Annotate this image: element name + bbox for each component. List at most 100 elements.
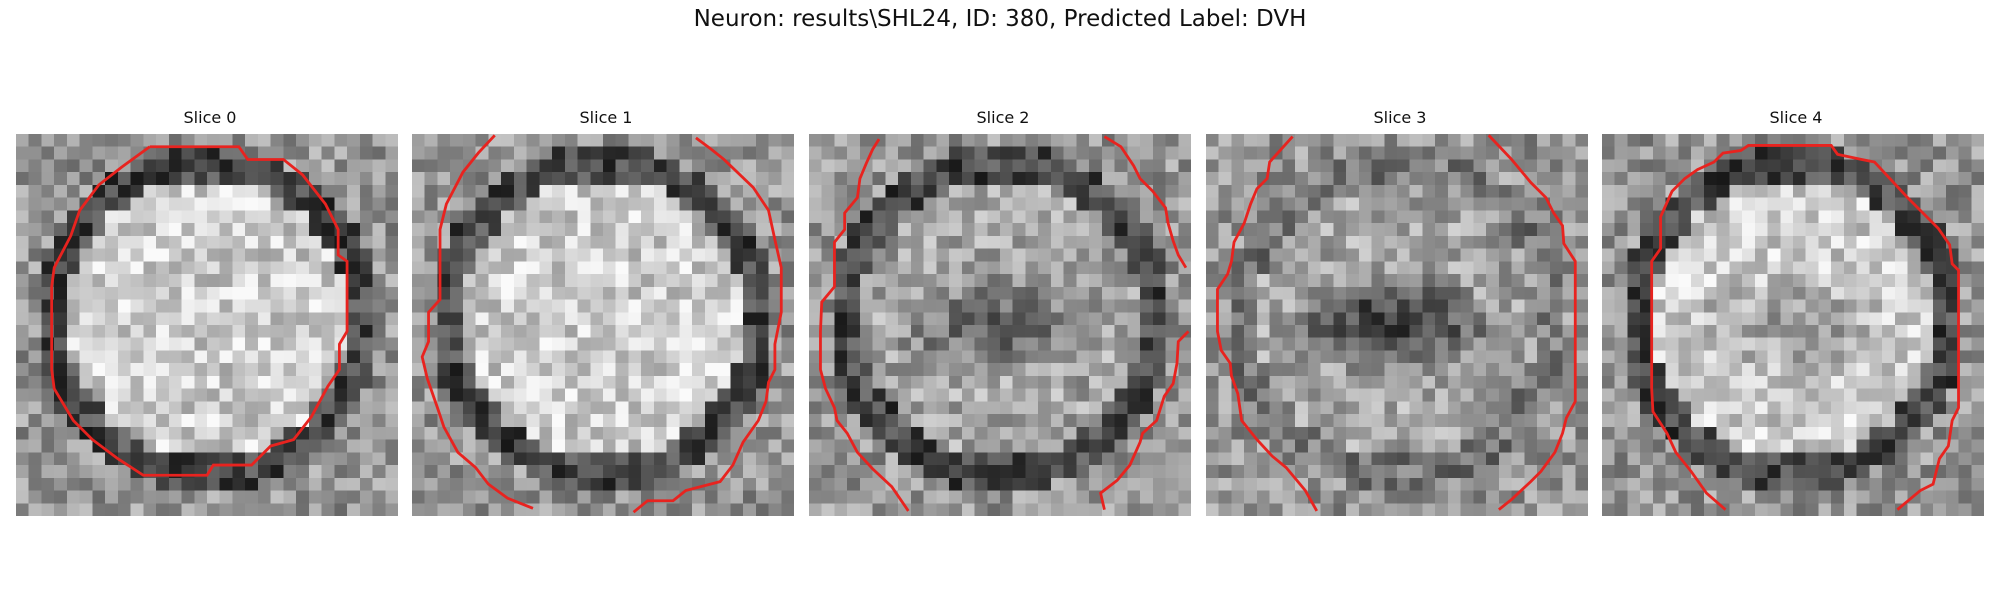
image-pixel bbox=[1447, 286, 1461, 300]
image-pixel bbox=[1178, 465, 1191, 479]
image-pixel bbox=[653, 223, 667, 237]
image-pixel bbox=[117, 210, 131, 224]
image-pixel bbox=[1025, 299, 1039, 313]
image-pixel bbox=[1063, 490, 1077, 504]
image-pixel bbox=[974, 426, 988, 440]
image-pixel bbox=[1256, 223, 1270, 237]
image-pixel bbox=[1920, 134, 1934, 147]
image-pixel bbox=[219, 286, 233, 300]
image-pixel bbox=[961, 159, 975, 173]
image-pixel bbox=[1282, 363, 1296, 377]
image-pixel bbox=[898, 159, 912, 173]
image-pixel bbox=[1063, 375, 1077, 389]
image-pixel bbox=[450, 159, 464, 173]
image-pixel bbox=[1831, 490, 1845, 504]
image-pixel bbox=[156, 197, 170, 211]
image-pixel bbox=[641, 184, 655, 198]
image-pixel bbox=[1627, 172, 1641, 186]
image-pixel bbox=[847, 465, 861, 479]
image-pixel bbox=[1307, 159, 1321, 173]
image-pixel bbox=[168, 337, 182, 351]
image-pixel bbox=[54, 350, 68, 364]
image-pixel bbox=[1549, 248, 1563, 262]
image-pixel bbox=[1114, 159, 1128, 173]
image-pixel bbox=[1447, 299, 1461, 313]
image-pixel bbox=[359, 401, 373, 415]
image-pixel bbox=[1767, 235, 1781, 249]
image-pixel bbox=[245, 401, 259, 415]
image-pixel bbox=[1780, 375, 1794, 389]
image-pixel bbox=[219, 197, 233, 211]
image-pixel bbox=[910, 146, 924, 160]
image-pixel bbox=[679, 452, 693, 466]
image-pixel bbox=[117, 388, 131, 402]
image-pixel bbox=[666, 184, 680, 198]
image-pixel bbox=[1805, 388, 1819, 402]
image-pixel bbox=[1256, 184, 1270, 198]
image-pixel bbox=[219, 146, 233, 160]
image-pixel bbox=[1333, 388, 1347, 402]
image-pixel bbox=[1333, 375, 1347, 389]
image-pixel bbox=[628, 388, 642, 402]
image-pixel bbox=[1958, 350, 1972, 364]
image-pixel bbox=[1805, 452, 1819, 466]
image-pixel bbox=[1703, 426, 1717, 440]
image-pixel bbox=[1435, 490, 1449, 504]
image-pixel bbox=[730, 184, 744, 198]
image-pixel bbox=[603, 337, 616, 351]
image-pixel bbox=[462, 223, 476, 237]
image-pixel bbox=[321, 223, 335, 237]
image-pixel bbox=[872, 197, 886, 211]
image-pixel bbox=[603, 274, 616, 288]
image-pixel bbox=[194, 401, 208, 415]
image-pixel bbox=[1460, 375, 1474, 389]
image-pixel bbox=[1435, 414, 1449, 428]
image-pixel bbox=[539, 477, 553, 491]
image-pixel bbox=[1703, 503, 1717, 516]
image-pixel bbox=[526, 261, 540, 275]
image-pixel bbox=[1882, 388, 1896, 402]
image-pixel bbox=[1486, 159, 1500, 173]
image-pixel bbox=[1691, 363, 1705, 377]
image-pixel bbox=[1101, 325, 1115, 338]
image-pixel bbox=[1511, 223, 1525, 237]
image-pixel bbox=[1958, 223, 1972, 237]
image-pixel bbox=[987, 337, 1001, 351]
image-pixel bbox=[974, 312, 988, 326]
image-pixel bbox=[1447, 414, 1461, 428]
image-pixel bbox=[1333, 490, 1347, 504]
image-pixel bbox=[1038, 452, 1052, 466]
image-pixel bbox=[653, 286, 667, 300]
image-pixel bbox=[987, 134, 1001, 147]
image-pixel bbox=[526, 274, 540, 288]
image-pixel bbox=[847, 210, 861, 224]
image-pixel bbox=[1933, 350, 1947, 364]
image-pixel bbox=[1320, 248, 1334, 262]
image-pixel bbox=[1409, 146, 1423, 160]
image-pixel bbox=[424, 274, 438, 288]
image-pixel bbox=[232, 210, 246, 224]
image-pixel bbox=[552, 261, 566, 275]
image-pixel bbox=[181, 248, 195, 262]
image-pixel bbox=[1114, 490, 1128, 504]
image-pixel bbox=[1358, 172, 1372, 186]
image-pixel bbox=[1050, 375, 1064, 389]
image-pixel bbox=[1958, 452, 1972, 466]
image-pixel bbox=[1665, 223, 1679, 237]
image-pixel bbox=[79, 159, 93, 173]
image-pixel bbox=[1907, 286, 1921, 300]
image-pixel bbox=[1907, 299, 1921, 313]
image-pixel bbox=[1178, 388, 1191, 402]
image-pixel bbox=[1498, 261, 1512, 275]
image-pixel bbox=[245, 363, 259, 377]
image-pixel bbox=[1371, 299, 1385, 313]
image-pixel bbox=[1397, 172, 1410, 186]
image-pixel bbox=[168, 325, 182, 338]
image-pixel bbox=[1971, 299, 1984, 313]
image-pixel bbox=[283, 477, 297, 491]
image-pixel bbox=[1678, 350, 1692, 364]
image-pixel bbox=[1127, 223, 1141, 237]
image-pixel bbox=[936, 286, 950, 300]
image-pixel bbox=[1050, 414, 1064, 428]
image-pixel bbox=[385, 159, 398, 173]
